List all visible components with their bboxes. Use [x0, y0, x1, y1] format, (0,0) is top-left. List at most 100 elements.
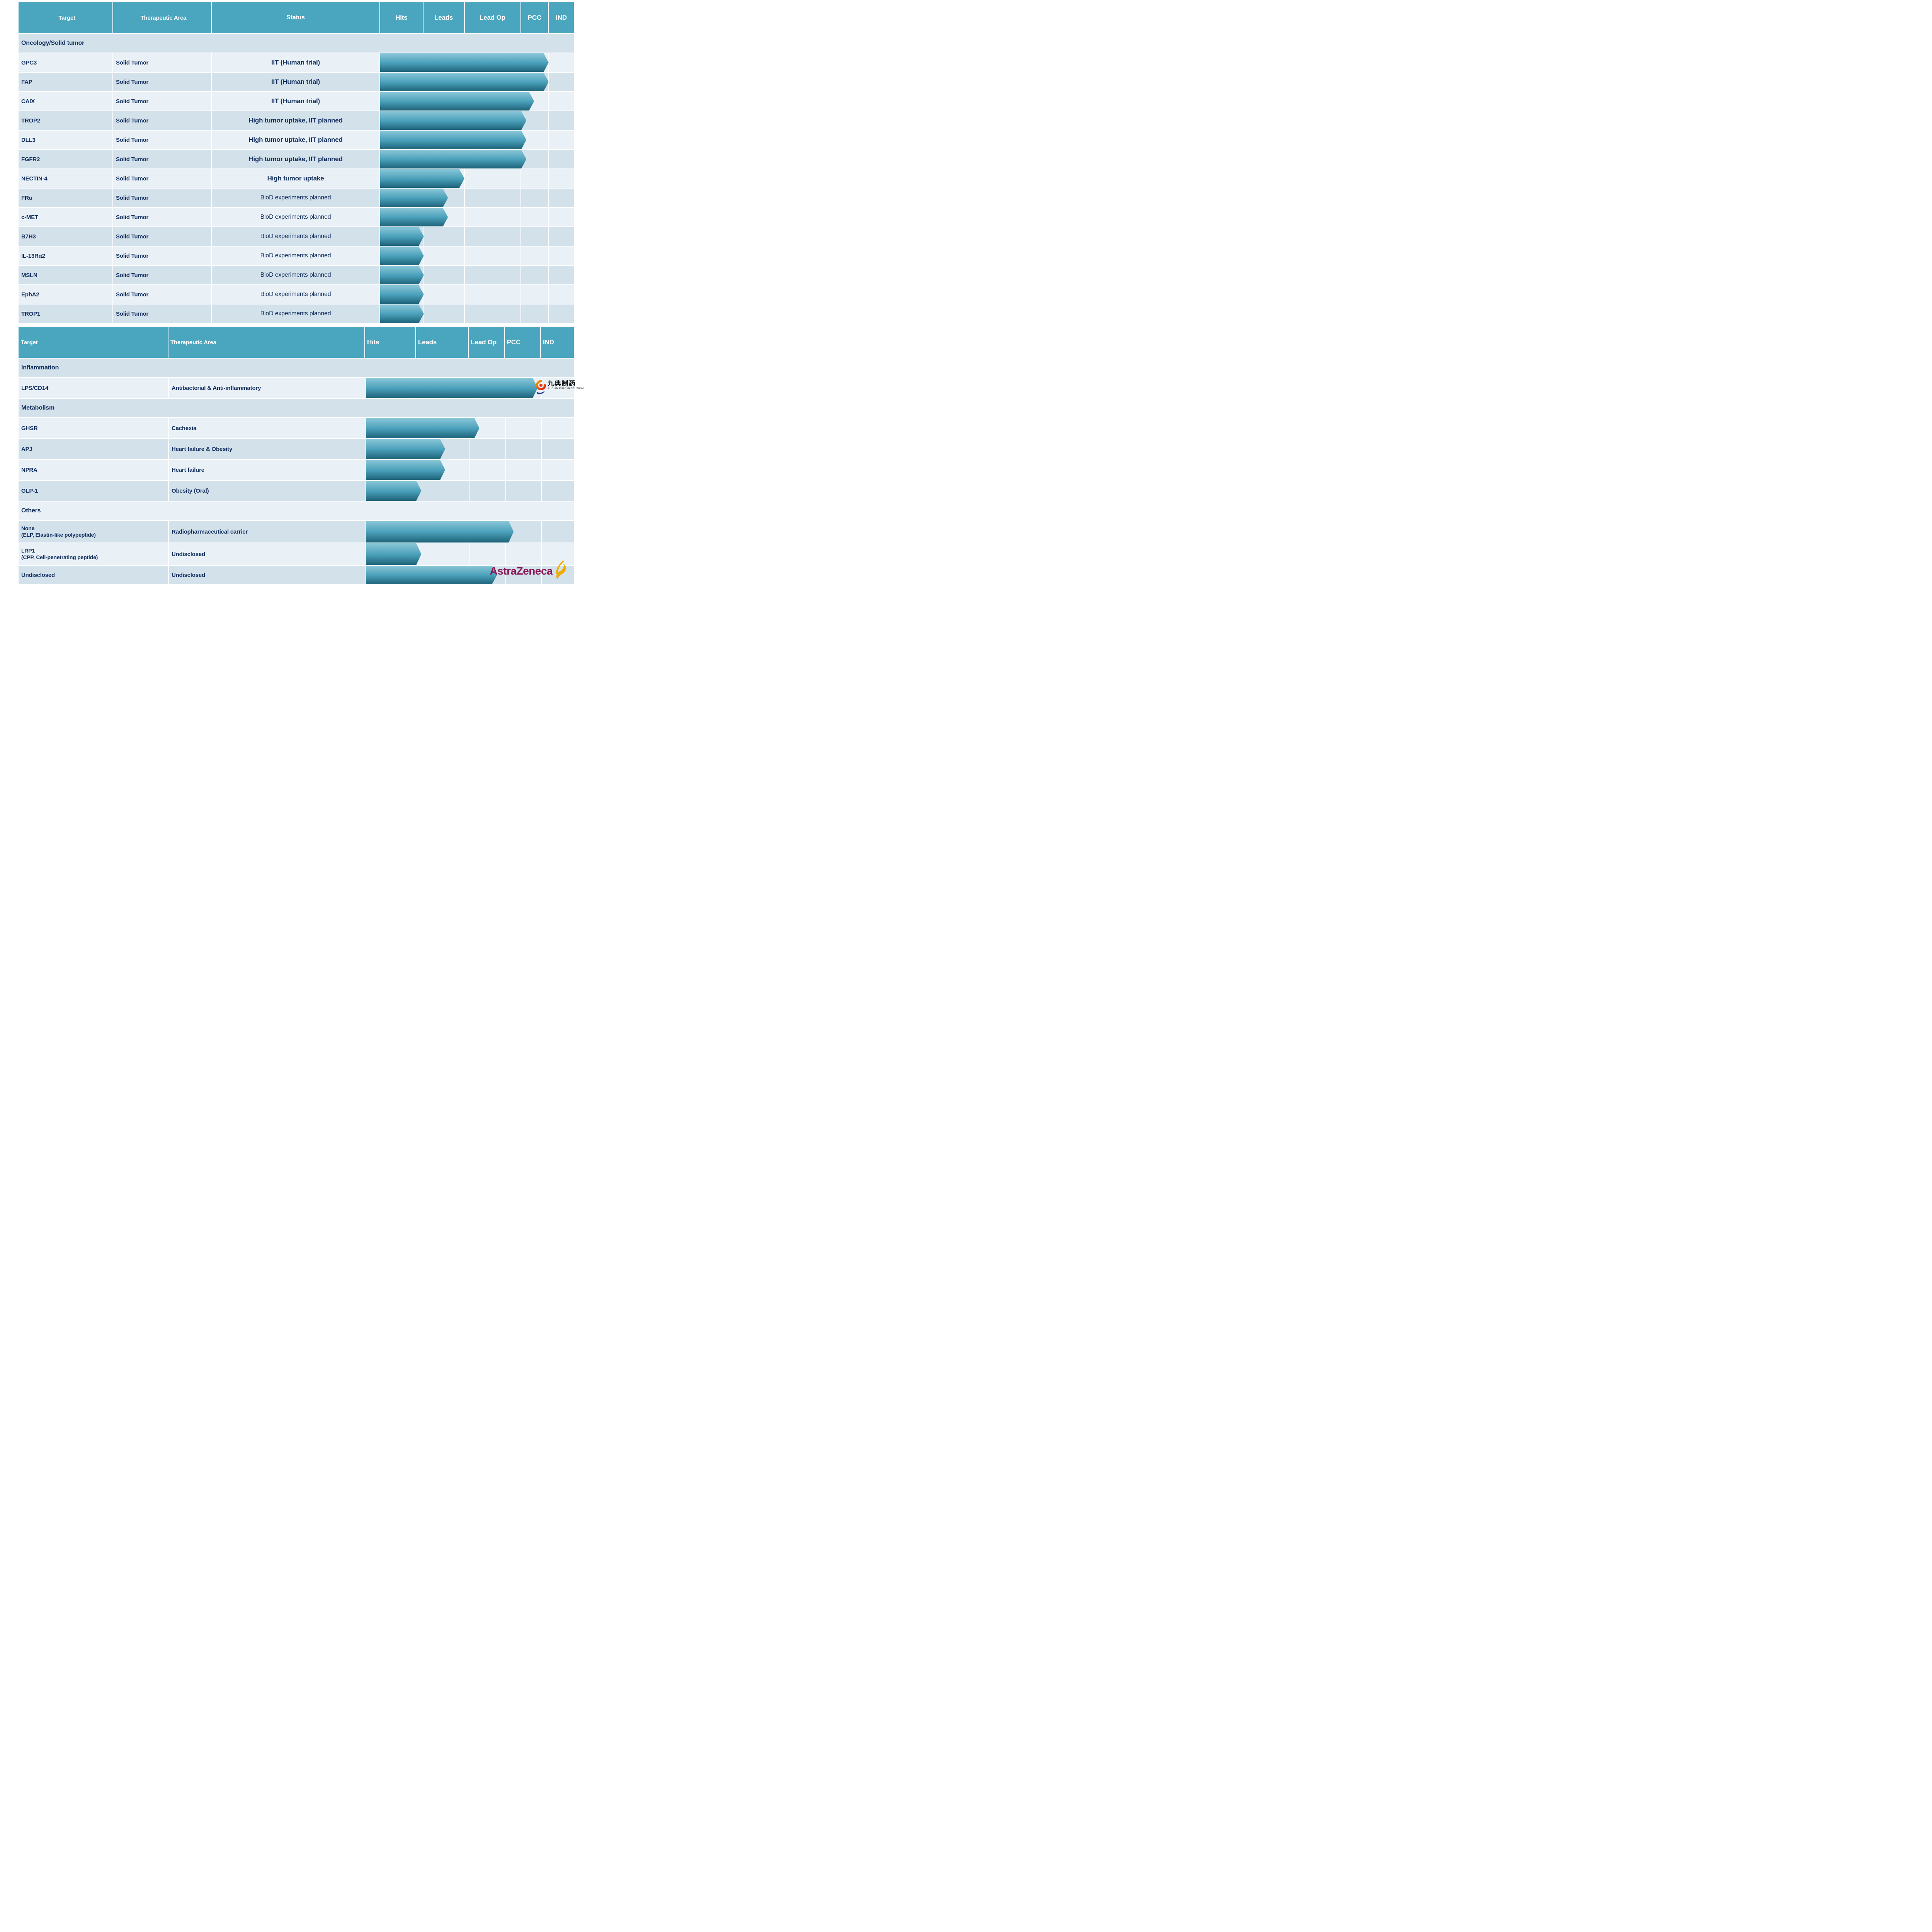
target-cell: NECTIN-4: [19, 169, 112, 188]
stage-cell-pcc: [521, 285, 548, 304]
stage-cell-ind: [541, 543, 574, 565]
stage-cell-pcc: [521, 169, 548, 188]
therapeutic-area-cell: Cachexia: [169, 418, 366, 438]
progress-arrow: [380, 247, 424, 265]
progress-arrow: [366, 543, 421, 565]
column-header-therapeutic-area: Therapeutic Area: [168, 327, 364, 358]
jiudian-swirl-icon: [536, 380, 546, 397]
other-areas-pipeline-table: Target Therapeutic Area Hits Leads Lead Op PC…: [19, 327, 584, 584]
stage-track: [366, 439, 574, 459]
progress-arrow: [380, 111, 526, 130]
therapeutic-area-cell: Solid Tumor: [113, 150, 211, 168]
astrazeneca-logo-text: AstraZeneca: [490, 565, 553, 577]
stage-cell-leadop: [464, 208, 520, 226]
status-cell: BioD experiments planned: [212, 227, 379, 246]
target-cell: APJ: [19, 439, 168, 459]
status-cell: High tumor uptake, IIT planned: [212, 111, 379, 130]
stage-track: [380, 53, 574, 72]
stage-cell-pcc: [521, 266, 548, 284]
table-row: GLP-1 Obesity (Oral): [19, 481, 574, 501]
status-cell: BioD experiments planned: [212, 266, 379, 284]
stage-cell-pcc: [506, 566, 541, 584]
status-cell: BioD experiments planned: [212, 304, 379, 323]
stage-cell-leadop: [464, 189, 520, 207]
stage-cell-leads: [423, 247, 464, 265]
progress-arrow: [380, 285, 424, 304]
table-row: FRα Solid Tumor BioD experiments planned: [19, 189, 574, 207]
target-cell: FGFR2: [19, 150, 112, 168]
stage-cell-ind: [549, 73, 574, 91]
target-cell: NPRA: [19, 460, 168, 480]
progress-arrow: [366, 460, 445, 480]
progress-arrow: [366, 378, 538, 398]
column-header-pcc: PCC: [521, 2, 548, 33]
therapeutic-area-cell: Solid Tumor: [113, 266, 211, 284]
stage-track: [366, 521, 574, 543]
stage-cell-ind: [549, 285, 574, 304]
stage-header-group: Hits Leads Lead Op PCC IND: [365, 327, 574, 358]
column-header-lead-op: Lead Op: [464, 2, 520, 33]
target-cell: FAP: [19, 73, 112, 91]
stage-cell-leads: [423, 285, 464, 304]
progress-arrow: [380, 189, 448, 207]
table-row: TROP1 Solid Tumor BioD experiments plann…: [19, 304, 574, 323]
jiudian-cjk-name: 九典制药: [547, 380, 576, 387]
status-cell: BioD experiments planned: [212, 247, 379, 265]
stage-track: [380, 73, 574, 91]
therapeutic-area-cell: Solid Tumor: [113, 53, 211, 72]
stage-track: [380, 169, 574, 188]
jiudian-logo-text: 九典制药 JIUDIAN PHARMACEUTICAL: [548, 380, 585, 390]
progress-arrow: [380, 227, 424, 246]
therapeutic-area-cell: Obesity (Oral): [169, 481, 366, 501]
column-header-target: Target: [19, 2, 112, 33]
therapeutic-area-cell: Undisclosed: [169, 543, 366, 565]
column-header-therapeutic-area: Therapeutic Area: [113, 2, 211, 33]
therapeutic-area-cell: Solid Tumor: [113, 131, 211, 149]
status-cell: BioD experiments planned: [212, 208, 379, 226]
therapeutic-area-cell: Solid Tumor: [113, 169, 211, 188]
target-cell: LPS/CD14: [19, 378, 168, 398]
table-row: NECTIN-4 Solid Tumor High tumor uptake: [19, 169, 574, 188]
stage-track: [380, 266, 574, 284]
stage-cell-leadop: [464, 266, 520, 284]
table-row: None (ELP, Elastin-like polypeptide) Radi…: [19, 521, 574, 543]
stage-cell-ind: [541, 418, 574, 438]
column-header-leads: Leads: [423, 2, 464, 33]
status-cell: High tumor uptake, IIT planned: [212, 150, 379, 168]
stage-cell-ind: [549, 227, 574, 246]
target-cell: TROP1: [19, 304, 112, 323]
stage-track: [380, 111, 574, 130]
stage-track: [380, 189, 574, 207]
column-header-hits: Hits: [380, 2, 423, 33]
stage-track: [366, 543, 574, 565]
therapeutic-area-cell: Solid Tumor: [113, 227, 211, 246]
stage-cell-pcc: [521, 208, 548, 226]
stage-cell-leadop: [464, 227, 520, 246]
therapeutic-area-cell: Solid Tumor: [113, 304, 211, 323]
progress-arrow: [380, 266, 424, 284]
table-row: FAP Solid Tumor IIT (Human trial): [19, 73, 574, 91]
table-row: GHSR Cachexia: [19, 418, 574, 438]
stage-cell-pcc: [506, 460, 541, 480]
table-row: B7H3 Solid Tumor BioD experiments planne…: [19, 227, 574, 246]
table-row: APJ Heart failure & Obesity: [19, 439, 574, 459]
stage-cell-ind: [541, 378, 574, 398]
progress-arrow: [380, 208, 448, 226]
therapeutic-area-cell: Solid Tumor: [113, 111, 211, 130]
table-row: CAIX Solid Tumor IIT (Human trial): [19, 92, 574, 111]
stage-cell-leads: [417, 481, 470, 501]
target-cell: Undisclosed: [19, 566, 168, 584]
jiudian-latin-name: JIUDIAN PHARMACEUTICAL: [547, 387, 585, 390]
status-cell: IIT (Human trial): [212, 53, 379, 72]
column-header-leads: Leads: [416, 327, 468, 358]
progress-arrow: [366, 439, 445, 459]
target-cell: GHSR: [19, 418, 168, 438]
therapeutic-area-cell: Solid Tumor: [113, 208, 211, 226]
target-cell: EphA2: [19, 285, 112, 304]
table-row: EphA2 Solid Tumor BioD experiments plann…: [19, 285, 574, 304]
stage-cell-ind: [541, 460, 574, 480]
therapeutic-area-cell: Solid Tumor: [113, 189, 211, 207]
target-cell: TROP2: [19, 111, 112, 130]
stage-track: [380, 208, 574, 226]
pipeline-page: Target Therapeutic Area Status Hits Leads Lea…: [0, 0, 594, 586]
